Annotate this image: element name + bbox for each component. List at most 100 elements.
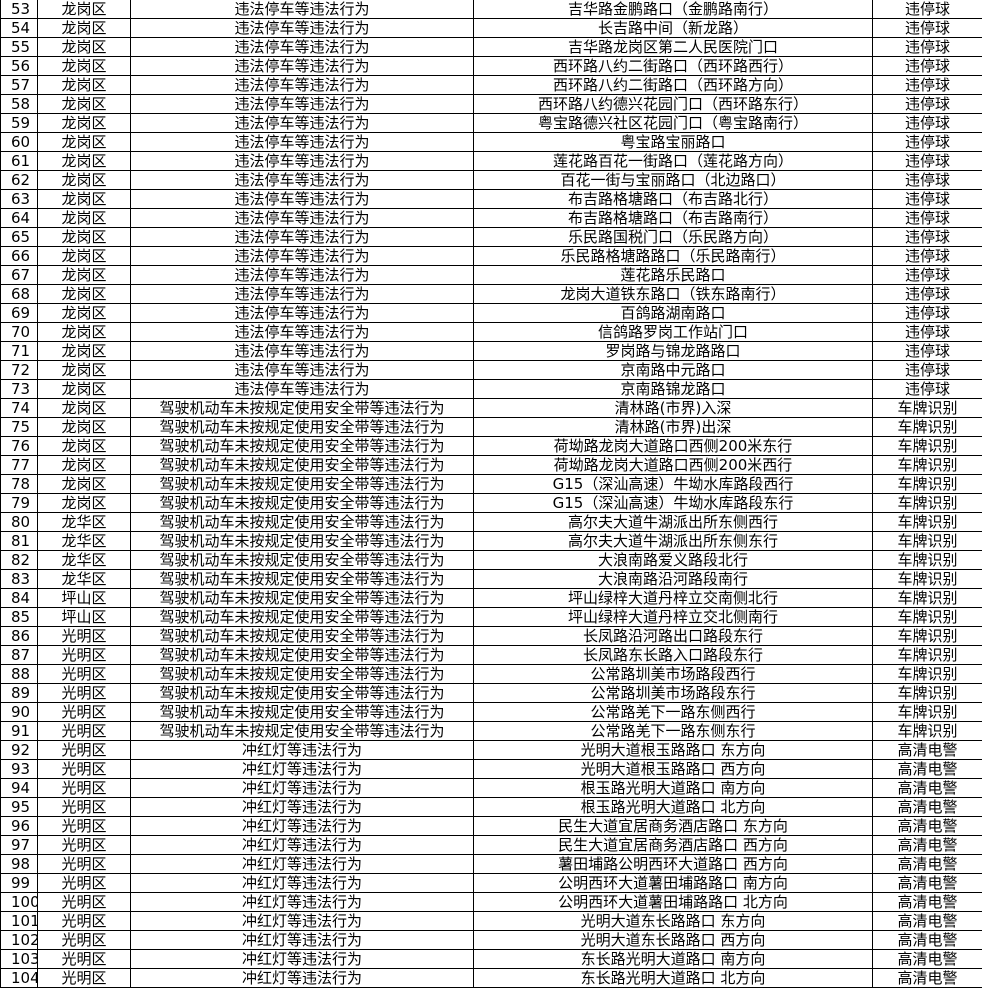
violation-type-cell: 违法停车等违法行为 <box>130 0 474 19</box>
row-number-cell: 87 <box>0 645 38 665</box>
device-type-cell: 高清电警 <box>872 930 982 950</box>
location-cell: 坪山绿梓大道丹梓立交南侧北行 <box>473 588 873 608</box>
location-cell: 西环路八约二街路口（西环路方向） <box>473 75 873 95</box>
violation-type-cell: 冲红灯等违法行为 <box>130 968 474 988</box>
table-row: 79 龙岗区 驾驶机动车未按规定使用安全带等违法行为 G15（深汕高速）牛坳水库路段东… <box>0 493 982 513</box>
table-row: 90 光明区 驾驶机动车未按规定使用安全带等违法行为 公常路羌下一路东侧西行 车牌识别 <box>0 702 982 722</box>
device-type-cell: 高清电警 <box>872 911 982 931</box>
table-row: 81 龙华区 驾驶机动车未按规定使用安全带等违法行为 高尔夫大道牛湖派出所东侧东行 车牌… <box>0 531 982 551</box>
district-cell: 龙岗区 <box>37 56 131 76</box>
violation-type-cell: 违法停车等违法行为 <box>130 360 474 380</box>
table-row: 84 坪山区 驾驶机动车未按规定使用安全带等违法行为 坪山绿梓大道丹梓立交南侧北行 车牌… <box>0 588 982 608</box>
district-cell: 龙岗区 <box>37 417 131 437</box>
device-type-cell: 违停球 <box>872 132 982 152</box>
district-cell: 龙岗区 <box>37 151 131 171</box>
device-type-cell: 违停球 <box>872 227 982 247</box>
row-number-cell: 88 <box>0 664 38 684</box>
row-number-cell: 85 <box>0 607 38 627</box>
location-cell: 西环路八约二街路口（西环路西行） <box>473 56 873 76</box>
district-cell: 光明区 <box>37 664 131 684</box>
violation-type-cell: 违法停车等违法行为 <box>130 189 474 209</box>
violation-type-cell: 冲红灯等违法行为 <box>130 892 474 912</box>
row-number-cell: 71 <box>0 341 38 361</box>
violation-type-cell: 驾驶机动车未按规定使用安全带等违法行为 <box>130 569 474 589</box>
row-number-cell: 95 <box>0 797 38 817</box>
table-row: 68 龙岗区 违法停车等违法行为 龙岗大道铁东路口（铁东路南行） 违停球 <box>0 284 982 304</box>
violation-type-cell: 驾驶机动车未按规定使用安全带等违法行为 <box>130 550 474 570</box>
district-cell: 龙岗区 <box>37 493 131 513</box>
row-number-cell: 79 <box>0 493 38 513</box>
table-row: 95 光明区 冲红灯等违法行为 根玉路光明大道路口 北方向 高清电警 <box>0 797 982 817</box>
violation-type-cell: 违法停车等违法行为 <box>130 322 474 342</box>
table-row: 75 龙岗区 驾驶机动车未按规定使用安全带等违法行为 清林路(市界)出深 车牌识别 <box>0 417 982 437</box>
location-cell: 长吉路中间（新龙路） <box>473 18 873 38</box>
table-row: 71 龙岗区 违法停车等违法行为 罗岗路与锦龙路路口 违停球 <box>0 341 982 361</box>
device-type-cell: 违停球 <box>872 360 982 380</box>
table-row: 74 龙岗区 驾驶机动车未按规定使用安全带等违法行为 清林路(市界)入深 车牌识别 <box>0 398 982 418</box>
location-cell: 清林路(市界)入深 <box>473 398 873 418</box>
table-row: 66 龙岗区 违法停车等违法行为 乐民路格塘路路口（乐民路南行） 违停球 <box>0 246 982 266</box>
device-type-cell: 高清电警 <box>872 778 982 798</box>
district-cell: 龙岗区 <box>37 284 131 304</box>
location-cell: 根玉路光明大道路口 南方向 <box>473 778 873 798</box>
table-row: 103 光明区 冲红灯等违法行为 东长路光明大道路口 南方向 高清电警 <box>0 949 982 969</box>
table-row: 88 光明区 驾驶机动车未按规定使用安全带等违法行为 公常路圳美市场路段西行 车牌识别 <box>0 664 982 684</box>
row-number-cell: 54 <box>0 18 38 38</box>
district-cell: 光明区 <box>37 740 131 760</box>
district-cell: 光明区 <box>37 816 131 836</box>
location-cell: 公明西环大道薯田埔路路口 北方向 <box>473 892 873 912</box>
violation-type-cell: 违法停车等违法行为 <box>130 284 474 304</box>
table-row: 82 龙华区 驾驶机动车未按规定使用安全带等违法行为 大浪南路爱义路段北行 车牌识别 <box>0 550 982 570</box>
device-type-cell: 违停球 <box>872 379 982 399</box>
district-cell: 龙岗区 <box>37 227 131 247</box>
violation-type-cell: 驾驶机动车未按规定使用安全带等违法行为 <box>130 683 474 703</box>
violation-type-cell: 驾驶机动车未按规定使用安全带等违法行为 <box>130 626 474 646</box>
row-number-cell: 93 <box>0 759 38 779</box>
row-number-cell: 70 <box>0 322 38 342</box>
device-type-cell: 高清电警 <box>872 873 982 893</box>
device-type-cell: 违停球 <box>872 284 982 304</box>
table-row: 91 光明区 驾驶机动车未按规定使用安全带等违法行为 公常路羌下一路东侧东行 车牌识别 <box>0 721 982 741</box>
district-cell: 龙岗区 <box>37 455 131 475</box>
district-cell: 龙岗区 <box>37 322 131 342</box>
table-row: 64 龙岗区 违法停车等违法行为 布吉路格塘路口（布吉路南行） 违停球 <box>0 208 982 228</box>
location-cell: 高尔夫大道牛湖派出所东侧东行 <box>473 531 873 551</box>
device-type-cell: 车牌识别 <box>872 550 982 570</box>
violation-type-cell: 冲红灯等违法行为 <box>130 740 474 760</box>
violation-type-cell: 冲红灯等违法行为 <box>130 835 474 855</box>
violation-type-cell: 冲红灯等违法行为 <box>130 797 474 817</box>
device-type-cell: 违停球 <box>872 75 982 95</box>
device-type-cell: 违停球 <box>872 303 982 323</box>
device-type-cell: 车牌识别 <box>872 455 982 475</box>
violation-type-cell: 违法停车等违法行为 <box>130 246 474 266</box>
row-number-cell: 80 <box>0 512 38 532</box>
violation-type-cell: 违法停车等违法行为 <box>130 56 474 76</box>
location-cell: 百鸽路湖南路口 <box>473 303 873 323</box>
device-type-cell: 车牌识别 <box>872 626 982 646</box>
violation-type-cell: 冲红灯等违法行为 <box>130 930 474 950</box>
district-cell: 龙岗区 <box>37 113 131 133</box>
device-type-cell: 车牌识别 <box>872 683 982 703</box>
row-number-cell: 91 <box>0 721 38 741</box>
location-cell: 公明西环大道薯田埔路路口 南方向 <box>473 873 873 893</box>
table-row: 80 龙华区 驾驶机动车未按规定使用安全带等违法行为 高尔夫大道牛湖派出所东侧西行 车牌… <box>0 512 982 532</box>
district-cell: 龙岗区 <box>37 360 131 380</box>
location-cell: 长凤路东长路入口路段东行 <box>473 645 873 665</box>
table-row: 78 龙岗区 驾驶机动车未按规定使用安全带等违法行为 G15（深汕高速）牛坳水库路段西… <box>0 474 982 494</box>
row-number-cell: 82 <box>0 550 38 570</box>
row-number-cell: 90 <box>0 702 38 722</box>
violation-type-cell: 违法停车等违法行为 <box>130 132 474 152</box>
row-number-cell: 61 <box>0 151 38 171</box>
table-row: 65 龙岗区 违法停车等违法行为 乐民路国税门口（乐民路方向） 违停球 <box>0 227 982 247</box>
location-cell: 公常路圳美市场路段东行 <box>473 683 873 703</box>
device-type-cell: 高清电警 <box>872 835 982 855</box>
row-number-cell: 103 <box>0 949 38 969</box>
device-type-cell: 高清电警 <box>872 797 982 817</box>
table-row: 104 光明区 冲红灯等违法行为 东长路光明大道路口 北方向 高清电警 <box>0 968 982 988</box>
location-cell: 粤宝路宝丽路口 <box>473 132 873 152</box>
row-number-cell: 74 <box>0 398 38 418</box>
district-cell: 光明区 <box>37 968 131 988</box>
table-row: 98 光明区 冲红灯等违法行为 薯田埔路公明西环大道路口 西方向 高清电警 <box>0 854 982 874</box>
district-cell: 龙岗区 <box>37 379 131 399</box>
